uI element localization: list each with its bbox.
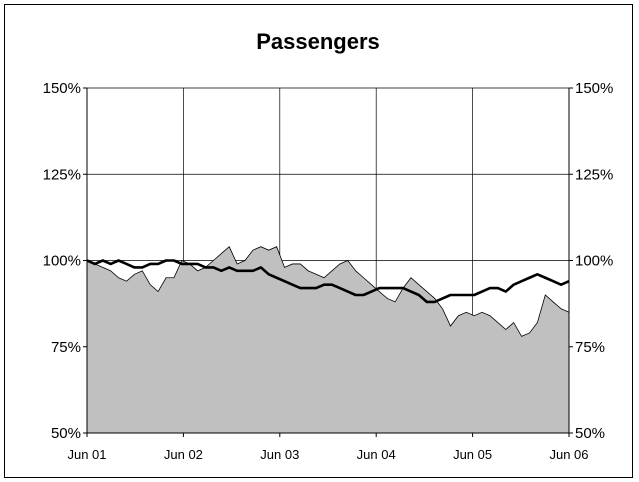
y-tick-label-left-2: 100% <box>43 253 81 270</box>
y-tick-label-right-3: 125% <box>575 166 613 183</box>
y-tick-label-right-4: 150% <box>575 80 613 97</box>
x-tick-label-1: Jun 02 <box>164 447 203 462</box>
y-tick-label-right-0: 50% <box>575 425 605 442</box>
x-tick-label-5: Jun 06 <box>549 447 588 462</box>
y-tick-label-right-1: 75% <box>575 339 605 356</box>
y-tick-label-left-3: 125% <box>43 166 81 183</box>
passengers-chart: Passengers 50% 50% 75% 75% 100% 100% 125% 125% 1… <box>43 29 614 462</box>
y-tick-label-right-2: 100% <box>575 253 613 270</box>
area-series-fill <box>86 246 570 434</box>
area-series <box>86 246 570 434</box>
line-series-path <box>86 259 570 304</box>
chart-frame: Passengers 50% 50% 75% 75% 100% 100% 125% 125% 1… <box>4 4 633 478</box>
y-tick-label-left-4: 150% <box>43 80 81 97</box>
x-tick-label-2: Jun 03 <box>260 447 299 462</box>
x-tick-label-3: Jun 04 <box>357 447 396 462</box>
y-tick-label-left-0: 50% <box>51 425 81 442</box>
line-series <box>86 259 570 304</box>
x-tick-label-0: Jun 01 <box>67 447 106 462</box>
y-tick-label-left-1: 75% <box>51 339 81 356</box>
tick-labels: 50% 50% 75% 75% 100% 100% 125% 125% 150% 150% Jun … <box>43 80 614 462</box>
x-tick-label-4: Jun 05 <box>453 447 492 462</box>
axes <box>83 87 573 437</box>
chart-title: Passengers <box>256 29 380 54</box>
